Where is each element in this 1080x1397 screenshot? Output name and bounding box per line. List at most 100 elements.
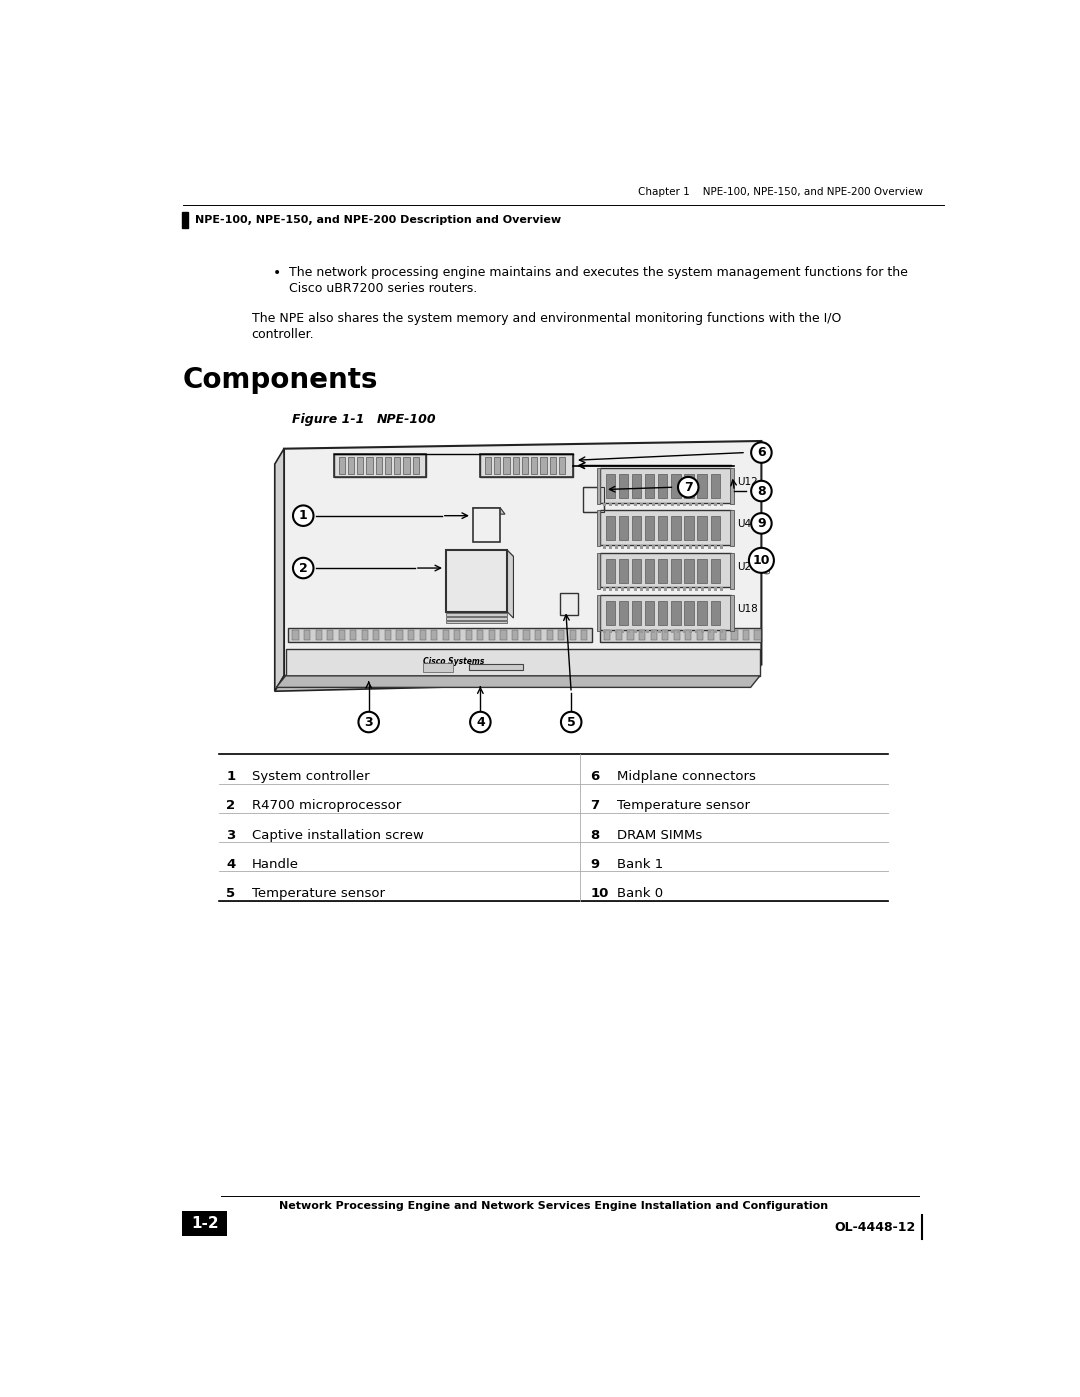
Bar	[652, 545, 656, 549]
Bar	[465, 630, 472, 640]
Bar	[707, 630, 711, 633]
Bar	[685, 630, 691, 640]
Bar	[489, 630, 495, 640]
Bar	[362, 630, 368, 640]
Bar	[711, 474, 719, 497]
Bar	[603, 503, 606, 507]
Bar	[603, 545, 606, 549]
Bar	[711, 601, 719, 624]
Bar	[755, 630, 760, 640]
Bar	[714, 587, 717, 591]
Bar	[535, 630, 541, 640]
Bar	[616, 630, 618, 633]
Bar	[183, 1211, 227, 1235]
Bar	[443, 630, 449, 640]
Bar	[632, 601, 642, 624]
Bar	[719, 630, 726, 640]
Bar	[606, 517, 616, 541]
Bar	[730, 595, 733, 631]
Text: Figure 1-1: Figure 1-1	[292, 412, 364, 426]
Bar	[446, 622, 508, 623]
Text: 5: 5	[567, 715, 576, 729]
Text: The NPE also shares the system memory and environmental monitoring functions wit: The NPE also shares the system memory an…	[252, 313, 841, 326]
Bar	[374, 630, 379, 640]
Bar	[446, 613, 508, 616]
Bar	[403, 457, 409, 474]
Bar	[672, 601, 680, 624]
Bar	[627, 545, 631, 549]
Bar	[473, 509, 500, 542]
Text: 6: 6	[591, 770, 599, 784]
Bar	[632, 517, 642, 541]
Bar	[662, 630, 669, 640]
Bar	[596, 510, 600, 546]
Bar	[446, 617, 508, 620]
Bar	[550, 457, 556, 474]
Bar	[698, 517, 706, 541]
Bar	[627, 503, 631, 507]
Text: Bank 0: Bank 0	[617, 887, 663, 900]
Text: controller.: controller.	[252, 328, 314, 341]
Bar	[698, 559, 706, 583]
Bar	[664, 545, 667, 549]
Bar	[621, 503, 624, 507]
Bar	[646, 630, 649, 633]
Text: Handle: Handle	[252, 858, 299, 870]
Bar	[348, 457, 354, 474]
Bar	[599, 553, 730, 587]
Text: 2: 2	[226, 799, 235, 813]
Bar	[605, 630, 610, 640]
Bar	[422, 662, 454, 672]
Text: U4: U4	[737, 520, 751, 529]
Bar	[513, 457, 518, 474]
Text: 9: 9	[757, 517, 766, 529]
Bar	[711, 517, 719, 541]
Text: 10: 10	[591, 887, 609, 900]
Bar	[683, 503, 686, 507]
Bar	[652, 503, 656, 507]
Bar	[394, 457, 401, 474]
Bar	[685, 474, 693, 497]
Bar	[339, 457, 345, 474]
Bar	[357, 457, 363, 474]
Bar	[606, 559, 616, 583]
Bar	[646, 587, 649, 591]
Bar	[658, 474, 667, 497]
Polygon shape	[446, 550, 513, 556]
Bar	[495, 457, 500, 474]
Bar	[645, 517, 654, 541]
Bar	[540, 457, 546, 474]
Bar	[714, 503, 717, 507]
Bar	[327, 630, 334, 640]
Bar	[698, 601, 706, 624]
Bar	[730, 553, 733, 588]
Text: NPE-100: NPE-100	[377, 412, 436, 426]
Bar	[599, 595, 730, 630]
Bar	[701, 630, 704, 633]
Bar	[609, 545, 612, 549]
Bar	[707, 503, 711, 507]
Bar	[639, 503, 643, 507]
Bar	[288, 629, 592, 643]
Bar	[524, 630, 529, 640]
Text: U25: U25	[737, 562, 757, 571]
Text: 6: 6	[757, 446, 766, 460]
Bar	[719, 630, 723, 633]
Bar	[596, 595, 600, 631]
Text: 8: 8	[591, 828, 599, 842]
Bar	[522, 457, 528, 474]
Bar	[696, 503, 699, 507]
Bar	[634, 545, 637, 549]
Text: 8: 8	[757, 485, 766, 497]
Text: U12: U12	[737, 476, 757, 486]
Bar	[645, 601, 654, 624]
Text: 3: 3	[364, 715, 373, 729]
Text: R4700 microprocessor: R4700 microprocessor	[252, 799, 401, 813]
Bar	[469, 665, 523, 671]
Bar	[477, 630, 484, 640]
Bar	[674, 630, 679, 640]
Bar	[646, 545, 649, 549]
Bar	[683, 545, 686, 549]
Bar	[384, 630, 391, 640]
Bar	[658, 559, 667, 583]
